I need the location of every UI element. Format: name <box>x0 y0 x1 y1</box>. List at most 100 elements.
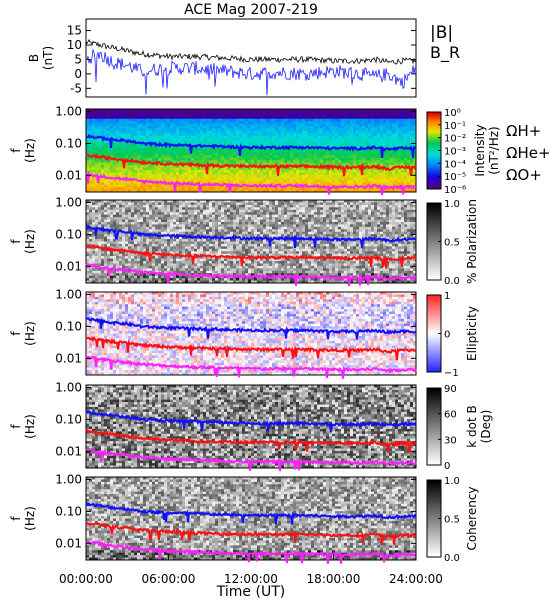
heatmap-cell <box>341 162 345 166</box>
heatmap-cell <box>338 109 342 112</box>
heatmap-cell <box>152 184 156 188</box>
heatmap-cell <box>119 258 123 262</box>
heatmap-cell <box>101 145 105 149</box>
heatmap-cell <box>101 128 105 132</box>
heatmap-cell <box>383 135 387 139</box>
heatmap-cell <box>125 243 129 247</box>
heatmap-cell <box>107 184 111 188</box>
heatmap-cell <box>347 130 351 134</box>
heatmap-cell <box>167 263 171 267</box>
heatmap-cell <box>215 179 219 183</box>
heatmap-cell <box>179 128 183 132</box>
heatmap-cell <box>296 167 300 171</box>
heatmap-cell <box>248 121 252 125</box>
heatmap-cell <box>89 116 93 120</box>
heatmap-cell <box>254 109 258 112</box>
heatmap-cell <box>212 152 216 156</box>
heatmap-cell <box>110 200 114 203</box>
heatmap-cell <box>170 152 174 156</box>
heatmap-cell <box>383 111 387 115</box>
heatmap-cell <box>164 184 168 188</box>
heatmap-cell <box>182 150 186 154</box>
heatmap-cell <box>350 135 354 139</box>
heatmap-cell <box>137 214 141 218</box>
heatmap-cell <box>128 261 132 264</box>
heatmap-cell <box>170 275 174 279</box>
heatmap-cell <box>101 278 105 281</box>
heatmap-cell <box>197 157 201 161</box>
heatmap-cell <box>146 138 150 142</box>
heatmap-cell <box>182 212 186 216</box>
heatmap-cell <box>116 200 120 203</box>
heatmap-cell <box>260 118 264 122</box>
heatmap-cell <box>251 182 255 186</box>
heatmap-cell <box>203 116 207 120</box>
heatmap-cell <box>170 214 174 218</box>
heatmap-cell <box>359 152 363 156</box>
heatmap-cell <box>170 167 174 171</box>
heatmap-cell <box>332 172 336 176</box>
heatmap-cell <box>248 187 252 190</box>
heatmap-cell <box>293 116 297 120</box>
heatmap-cell <box>404 130 408 134</box>
heatmap-cell <box>383 140 387 144</box>
heatmap-cell <box>155 243 159 247</box>
heatmap-cell <box>134 121 138 125</box>
heatmap-cell <box>251 130 255 134</box>
heatmap-cell <box>158 268 162 272</box>
heatmap-cell <box>92 179 96 183</box>
heatmap-cell <box>176 224 180 228</box>
heatmap-cell <box>380 172 384 176</box>
heatmap-cell <box>374 109 378 112</box>
heatmap-cell <box>227 174 231 178</box>
heatmap-cell <box>182 130 186 134</box>
heatmap-cell <box>245 157 249 161</box>
heatmap-cell <box>278 182 282 186</box>
heatmap-cell <box>128 200 132 203</box>
heatmap-cell <box>377 130 381 134</box>
heatmap-cell <box>290 155 294 159</box>
heatmap-cell <box>362 118 366 122</box>
heatmap-cell <box>134 265 138 269</box>
heatmap-cell <box>140 258 144 262</box>
heatmap-cell <box>176 243 180 247</box>
heatmap-cell <box>356 113 360 117</box>
heatmap-cell <box>170 121 174 125</box>
heatmap-cell <box>134 109 138 112</box>
heatmap-cell <box>380 157 384 161</box>
heatmap-cell <box>173 241 177 245</box>
heatmap-cell <box>143 189 147 193</box>
heatmap-cell <box>260 140 264 144</box>
heatmap-cell <box>266 138 270 142</box>
heatmap-cell <box>158 179 162 183</box>
heatmap-cell <box>179 200 183 203</box>
heatmap-cell <box>194 160 198 164</box>
heatmap-cell <box>113 219 117 223</box>
heatmap-cell <box>407 170 411 173</box>
colorbar-swatch <box>427 117 441 121</box>
heatmap-cell <box>248 189 252 193</box>
heatmap-cell <box>176 155 180 159</box>
heatmap-cell <box>413 138 417 142</box>
heatmap-cell <box>98 256 102 259</box>
heatmap-cell <box>161 126 165 129</box>
heatmap-cell <box>317 170 321 173</box>
heatmap-cell <box>224 174 228 178</box>
heatmap-cell <box>155 187 159 190</box>
heatmap-cell <box>284 109 288 112</box>
heatmap-cell <box>242 121 246 125</box>
heatmap-cell <box>155 140 159 144</box>
heatmap-cell <box>392 179 396 183</box>
heatmap-cell <box>158 155 162 159</box>
heatmap-cell <box>401 138 405 142</box>
heatmap-cell <box>362 184 366 188</box>
heatmap-cell <box>149 236 153 240</box>
heatmap-cell <box>332 157 336 161</box>
heatmap-cell <box>329 170 333 173</box>
heatmap-cell <box>395 135 399 139</box>
heatmap-cell <box>413 140 417 144</box>
heatmap-cell <box>182 229 186 233</box>
heatmap-cell <box>239 113 243 117</box>
heatmap-cell <box>185 239 189 242</box>
